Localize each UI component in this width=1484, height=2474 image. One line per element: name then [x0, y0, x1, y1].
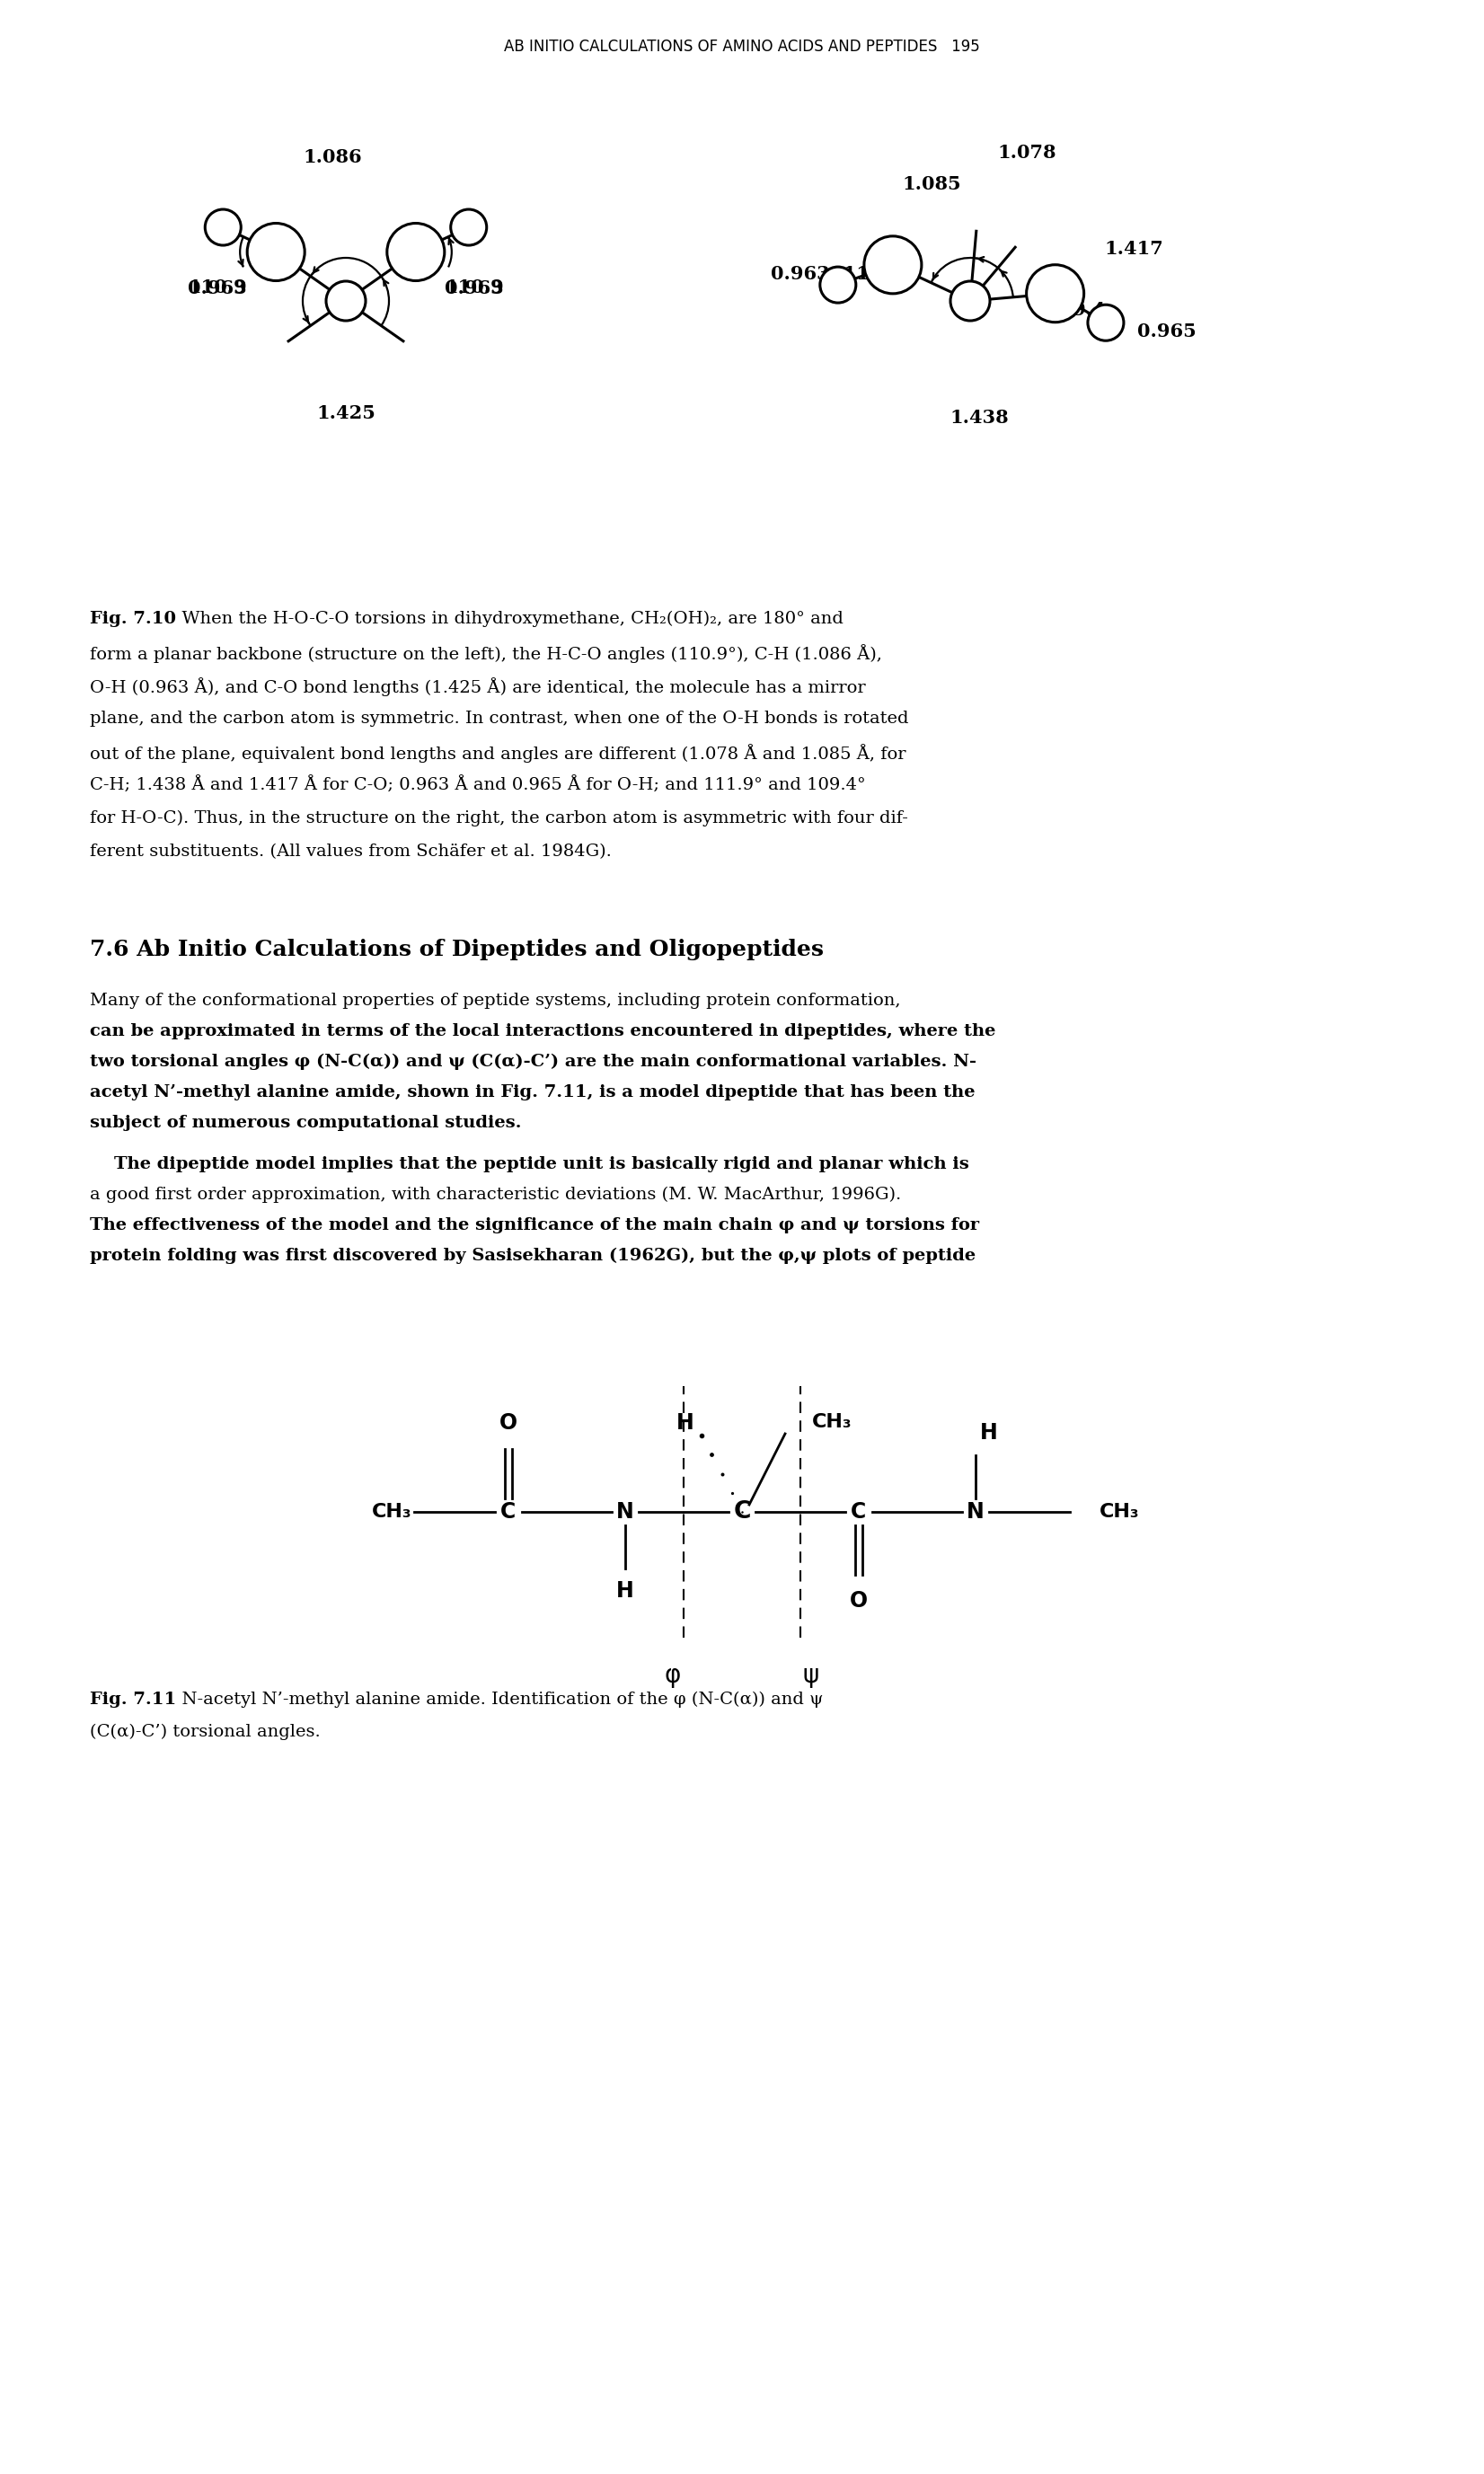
- Text: for H-O-C). Thus, in the structure on the right, the carbon atom is asymmetric w: for H-O-C). Thus, in the structure on th…: [91, 811, 908, 826]
- Text: 1.078: 1.078: [997, 143, 1057, 161]
- Circle shape: [326, 282, 365, 322]
- Circle shape: [1027, 265, 1083, 322]
- Text: N: N: [616, 1502, 634, 1522]
- Text: N-acetyl N’-methyl alanine amide. Identification of the φ (N-C(α)) and ψ: N-acetyl N’-methyl alanine amide. Identi…: [171, 1692, 824, 1707]
- Text: O-H (0.963 Å), and C-O bond lengths (1.425 Å) are identical, the molecule has a : O-H (0.963 Å), and C-O bond lengths (1.4…: [91, 678, 865, 695]
- Text: AB INITIO CALCULATIONS OF AMINO ACIDS AND PEPTIDES   195: AB INITIO CALCULATIONS OF AMINO ACIDS AN…: [505, 40, 979, 54]
- Text: H: H: [677, 1413, 695, 1435]
- Circle shape: [205, 210, 240, 245]
- Text: can be approximated in terms of the local interactions encountered in dipeptides: can be approximated in terms of the loca…: [91, 1024, 996, 1039]
- Text: 0.965: 0.965: [1137, 322, 1196, 341]
- Text: (C(α)-C’) torsional angles.: (C(α)-C’) torsional angles.: [91, 1724, 321, 1739]
- Text: ferent substituents. (All values from Schäfer et al. 1984G).: ferent substituents. (All values from Sc…: [91, 844, 611, 858]
- Circle shape: [451, 210, 487, 245]
- Text: When the H-O-C-O torsions in dihydroxymethane, CH₂(OH)₂, are 180° and: When the H-O-C-O torsions in dihydroxyme…: [171, 611, 843, 628]
- Text: C: C: [850, 1502, 867, 1522]
- Text: form a planar backbone (structure on the left), the H-C-O angles (110.9°), C-H (: form a planar backbone (structure on the…: [91, 643, 881, 663]
- Text: 110.9: 110.9: [445, 280, 503, 297]
- Text: 1.438: 1.438: [950, 408, 1009, 426]
- Text: 1.425: 1.425: [316, 403, 375, 423]
- Text: H: H: [616, 1581, 634, 1601]
- Text: φ: φ: [665, 1663, 681, 1687]
- Circle shape: [248, 223, 304, 280]
- Text: 1.085: 1.085: [902, 176, 962, 193]
- Text: 7.6 Ab Initio Calculations of Dipeptides and Oligopeptides: 7.6 Ab Initio Calculations of Dipeptides…: [91, 938, 824, 960]
- Text: acetyl N’-methyl alanine amide, shown in Fig. 7.11, is a model dipeptide that ha: acetyl N’-methyl alanine amide, shown in…: [91, 1084, 975, 1101]
- Text: 111.9: 111.9: [830, 265, 889, 282]
- Circle shape: [950, 282, 990, 322]
- Circle shape: [821, 267, 856, 302]
- Text: O: O: [500, 1413, 518, 1435]
- Text: CH₃: CH₃: [812, 1413, 852, 1430]
- Text: H: H: [979, 1423, 997, 1445]
- Text: 0.963: 0.963: [188, 280, 246, 297]
- Text: 110.9: 110.9: [188, 280, 246, 297]
- Text: Fig. 7.11: Fig. 7.11: [91, 1692, 177, 1707]
- Text: CH₃: CH₃: [1100, 1502, 1140, 1522]
- Text: Many of the conformational properties of peptide systems, including protein conf: Many of the conformational properties of…: [91, 992, 901, 1009]
- Text: 0.963: 0.963: [445, 280, 503, 297]
- Text: subject of numerous computational studies.: subject of numerous computational studie…: [91, 1116, 521, 1131]
- Text: 109.4: 109.4: [1046, 302, 1106, 319]
- Text: C: C: [733, 1499, 751, 1524]
- Text: out of the plane, equivalent bond lengths and angles are different (1.078 Å and : out of the plane, equivalent bond length…: [91, 745, 905, 762]
- Text: plane, and the carbon atom is symmetric. In contrast, when one of the O-H bonds : plane, and the carbon atom is symmetric.…: [91, 710, 908, 727]
- Text: 1.086: 1.086: [303, 148, 362, 166]
- Text: The dipeptide model implies that the peptide unit is basically rigid and planar : The dipeptide model implies that the pep…: [91, 1155, 969, 1173]
- Text: Fig. 7.10: Fig. 7.10: [91, 611, 177, 626]
- Text: O: O: [850, 1591, 868, 1611]
- Circle shape: [1088, 304, 1123, 341]
- Text: a good first order approximation, with characteristic deviations (M. W. MacArthu: a good first order approximation, with c…: [91, 1188, 901, 1202]
- Text: ψ: ψ: [803, 1663, 819, 1687]
- Text: The effectiveness of the model and the significance of the main chain φ and ψ to: The effectiveness of the model and the s…: [91, 1217, 979, 1235]
- Text: C-H; 1.438 Å and 1.417 Å for C-O; 0.963 Å and 0.965 Å for O-H; and 111.9° and 10: C-H; 1.438 Å and 1.417 Å for C-O; 0.963 …: [91, 777, 865, 794]
- Text: C: C: [500, 1502, 516, 1522]
- Text: two torsional angles φ (N-C(α)) and ψ (C(α)-C’) are the main conformational vari: two torsional angles φ (N-C(α)) and ψ (C…: [91, 1054, 976, 1071]
- Text: N: N: [966, 1502, 984, 1522]
- Text: 0.963: 0.963: [772, 265, 830, 282]
- Circle shape: [387, 223, 445, 280]
- Text: protein folding was first discovered by Sasisekharan (1962G), but the φ,ψ plots : protein folding was first discovered by …: [91, 1247, 975, 1264]
- Text: CH₃: CH₃: [371, 1502, 411, 1522]
- Text: 1.417: 1.417: [1104, 240, 1163, 257]
- Circle shape: [864, 235, 922, 294]
